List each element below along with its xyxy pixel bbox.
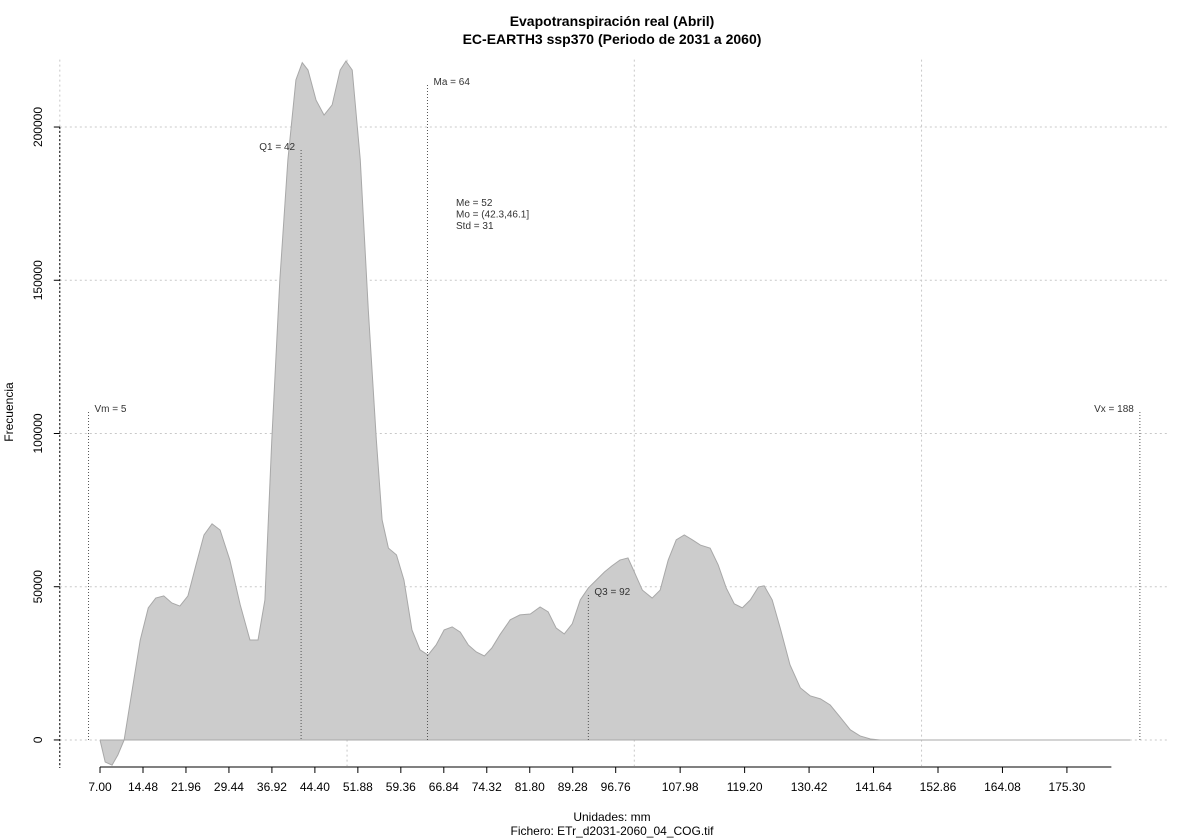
x-tick-label: 81.80 (515, 780, 545, 794)
x-tick-label: 89.28 (558, 780, 588, 794)
chart-subtitle: EC-EARTH3 ssp370 (Periodo de 2031 a 2060… (463, 31, 762, 47)
x-tick-label: 36.92 (257, 780, 287, 794)
x-tick-label: 14.48 (128, 780, 158, 794)
x-tick-label: 107.98 (662, 780, 699, 794)
reference-label: Q1 = 42 (259, 142, 295, 153)
x-tick-label: 119.20 (727, 780, 763, 794)
reference-label: Vm = 5 (95, 404, 127, 415)
stat-text: Mo = (42.3,46.1] (456, 210, 529, 221)
x-tick-label: 51.88 (343, 780, 373, 794)
x-tick-label: 164.08 (984, 780, 1021, 794)
stat-text: Std = 31 (456, 221, 494, 232)
chart-title: Evapotranspiración real (Abril) (510, 13, 715, 29)
x-tick-label: 130.42 (791, 780, 828, 794)
stat-text: Me = 52 (456, 198, 493, 209)
x-tick-label: 141.64 (855, 780, 892, 794)
reference-label: Q3 = 92 (594, 587, 630, 598)
density-area (99, 60, 1131, 766)
y-tick-label: 50000 (31, 570, 45, 604)
reference-label: Ma = 64 (433, 77, 470, 88)
x-tick-label: 21.96 (171, 780, 201, 794)
x-tick-label: 175.30 (1049, 780, 1086, 794)
x-tick-label: 7.00 (88, 780, 112, 794)
y-tick-label: 200000 (31, 107, 45, 147)
x-axis-label: Unidades: mm (573, 810, 650, 824)
x-tick-label: 74.32 (472, 780, 502, 794)
x-tick-label: 29.44 (214, 780, 244, 794)
reference-label: Vx = 188 (1094, 404, 1134, 415)
caption: Fichero: ETr_d2031-2060_04_COG.tif (511, 824, 715, 838)
y-tick-label: 150000 (31, 260, 45, 300)
x-tick-label: 44.40 (300, 780, 330, 794)
x-tick-label: 152.86 (920, 780, 957, 794)
y-axis-label: Frecuencia (2, 382, 16, 442)
y-tick-label: 0 (31, 736, 45, 743)
x-tick-label: 66.84 (429, 780, 459, 794)
x-tick-label: 59.36 (386, 780, 416, 794)
y-tick-label: 100000 (31, 413, 45, 453)
x-tick-label: 96.76 (601, 780, 631, 794)
